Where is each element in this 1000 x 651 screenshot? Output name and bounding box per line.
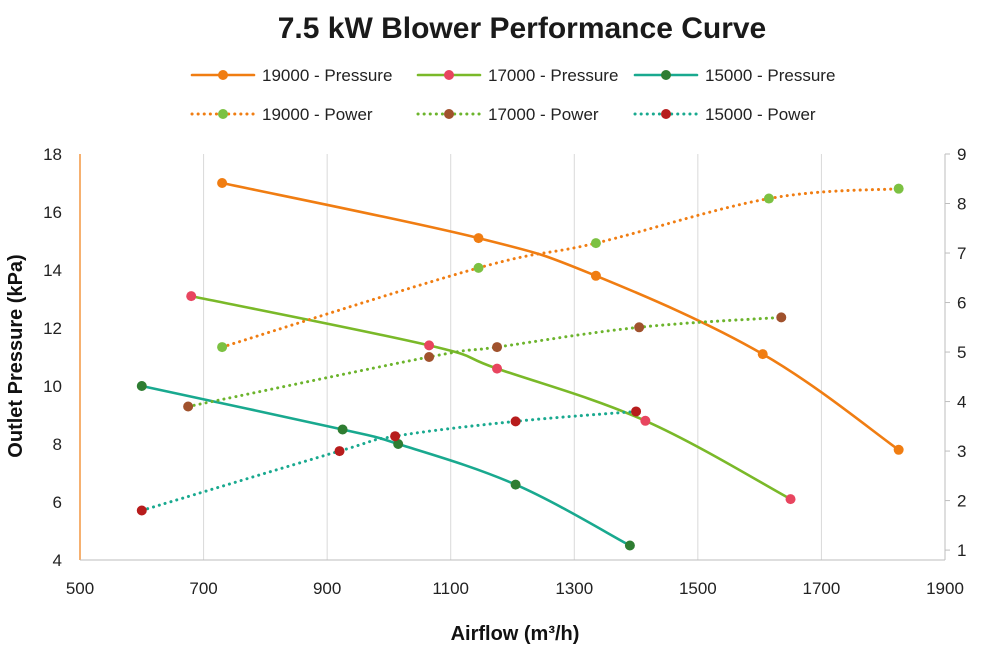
data-point [136,505,147,516]
data-point [217,178,228,188]
data-point [334,446,345,457]
grid [203,154,822,560]
x-axis-label: Airflow (m³/h) [451,623,580,645]
y-axis-label: Outlet Pressure (kPa) [5,254,27,457]
series-15000-power [136,406,642,516]
y2-tick-label: 2 [957,492,966,511]
data-point [473,233,484,244]
y2-tick-label: 5 [957,343,966,362]
x-tick-label: 700 [189,579,217,598]
legend-label: 17000 - Power [488,105,599,124]
y-tick-label: 16 [43,203,62,222]
series-19000-pressure [217,178,904,455]
legend-marker [444,70,454,80]
x-tick-label: 1900 [926,579,964,598]
data-point [634,322,645,333]
series-line [140,409,638,512]
data-point [785,494,796,505]
y2-tick-label: 1 [957,541,966,560]
data-point [424,340,435,351]
y2-tick-label: 8 [957,195,966,214]
legend-label: 17000 - Pressure [488,66,618,85]
series-17000-pressure [186,291,796,505]
legend: 19000 - Pressure 17000 - Pressure 15000 - … [190,66,835,124]
x-tick-label: 1500 [679,579,717,598]
legend-marker [444,109,454,119]
y2-tick-label: 4 [957,393,966,412]
chart-title: 7.5 kW Blower Performance Curve [278,12,767,45]
data-point [136,381,147,391]
data-point [590,238,601,249]
data-point [186,291,197,302]
data-point [390,431,401,442]
x-tick-label: 1100 [432,579,469,598]
data-point [640,415,651,426]
data-point [776,312,787,323]
data-point [183,401,194,412]
legend-label: 15000 - Power [705,105,816,124]
legend-marker [661,109,671,119]
legend-item: 15000 - Pressure [633,66,835,85]
y-tick-label: 10 [43,377,62,396]
series-layer [136,178,904,551]
data-point [337,424,348,435]
series-line [220,181,900,452]
series-line [186,315,783,409]
y-tick-label: 14 [43,261,62,280]
legend-item: 17000 - Pressure [416,66,618,85]
y2-tick-label: 6 [957,294,966,313]
legend-label: 19000 - Pressure [262,66,392,85]
data-point [473,262,484,273]
y-tick-label: 12 [43,319,62,338]
x-tick-label: 1300 [555,579,593,598]
legend-item: 19000 - Power [190,105,373,124]
legend-item: 15000 - Power [633,105,816,124]
series-15000-pressure [136,381,635,551]
legend-label: 19000 - Power [262,105,373,124]
data-point [631,406,642,417]
axes: 500 700 900 1100 1300 1500 1700 190046810121416… [43,145,966,598]
data-point [393,439,404,449]
series-line [140,384,632,547]
data-point [763,193,774,204]
data-point [492,363,503,374]
legend-item: 19000 - Pressure [190,66,392,85]
data-point [510,479,521,490]
data-point [590,270,601,281]
y-tick-label: 4 [53,551,62,570]
x-tick-label: 900 [313,579,341,598]
data-point [893,183,904,194]
x-tick-label: 500 [66,579,94,598]
legend-marker [661,70,671,80]
legend-marker [218,109,228,119]
y2-tick-label: 3 [957,442,966,461]
legend-marker [218,70,228,80]
data-point [492,342,503,353]
data-point [624,540,635,551]
x-tick-label: 1700 [803,579,841,598]
y2-tick-label: 7 [957,244,966,263]
data-point [510,416,521,427]
y2-tick-label: 9 [957,145,966,164]
data-point [757,349,768,360]
legend-item: 17000 - Power [416,105,599,124]
y-tick-label: 18 [43,145,62,164]
data-point [424,352,435,362]
series-17000-power [183,312,787,412]
data-point [217,342,228,353]
series-19000-power [217,183,904,353]
y-tick-label: 6 [53,493,62,512]
y-tick-label: 8 [53,435,62,454]
data-point [893,444,904,455]
legend-label: 15000 - Pressure [705,66,835,85]
